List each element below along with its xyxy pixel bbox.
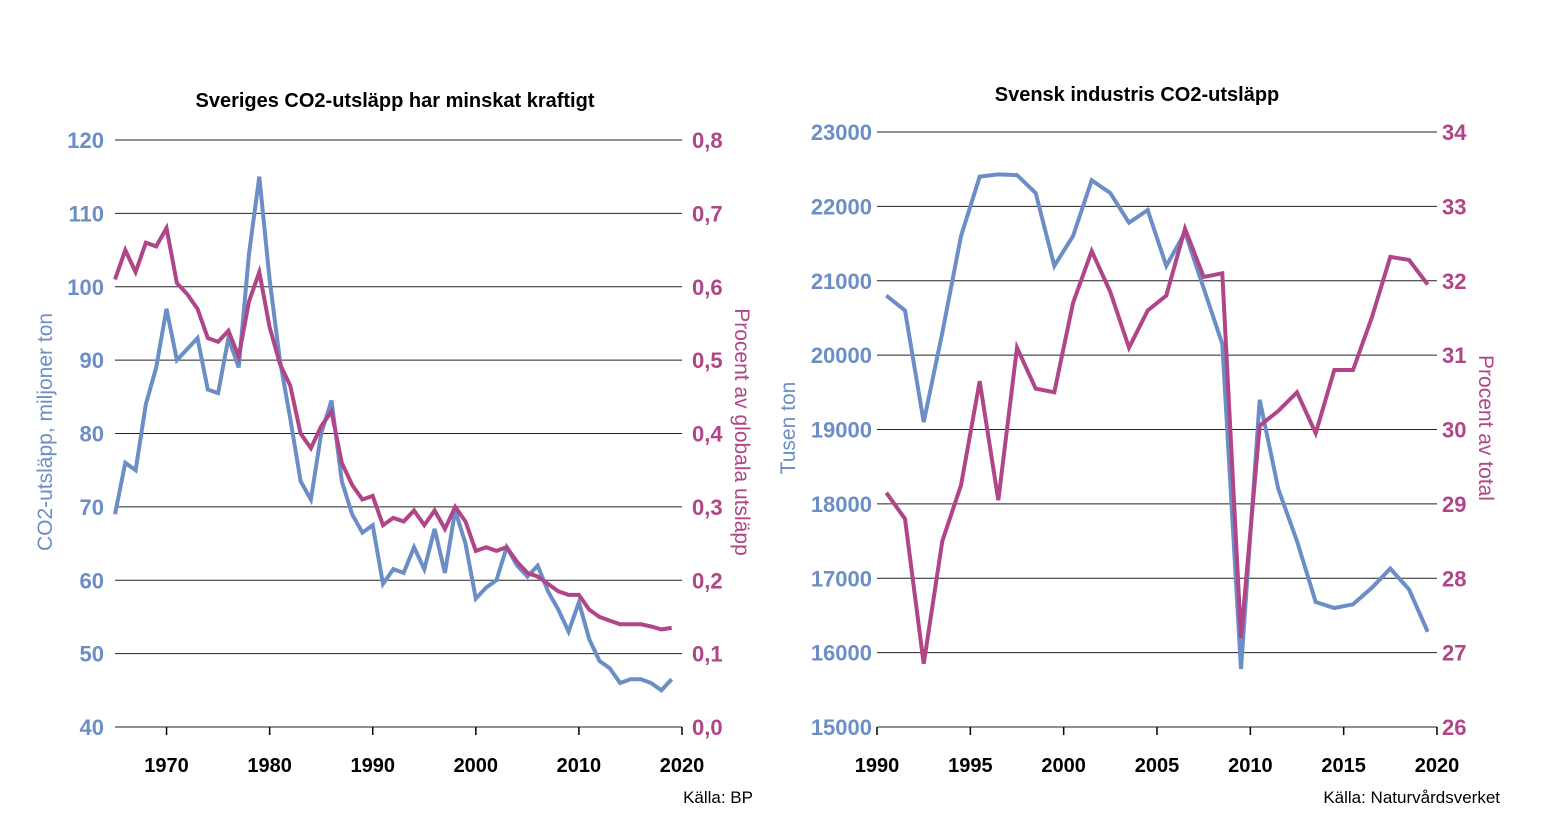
y-tick-label-right: 28 <box>1442 566 1466 591</box>
y-tick-label-left: 70 <box>80 495 104 520</box>
x-tick-label: 1990 <box>855 755 900 777</box>
y-tick-label-right: 34 <box>1442 120 1467 145</box>
series-line-left <box>885 172 1430 670</box>
y-tick-label-right: 0,1 <box>692 642 723 667</box>
x-tick-label: 2020 <box>660 755 705 777</box>
y-tick-label-left: 19000 <box>811 418 872 443</box>
y-tick-label-right: 0,0 <box>692 715 723 740</box>
y-tick-label-right: 26 <box>1442 715 1466 740</box>
y-tick-label-left: 80 <box>80 422 104 447</box>
y-tick-label-right: 0,6 <box>692 275 723 300</box>
x-tick-label: 2020 <box>1415 755 1460 777</box>
chart-title: Sveriges CO2-utsläpp har minskat kraftig… <box>195 90 594 112</box>
y-axis-label-left: CO2-utsläpp, miljoner ton <box>34 313 57 551</box>
y-tick-label-right: 0,2 <box>692 568 723 593</box>
chart-panel-left: Sveriges CO2-utsläpp har minskat kraftig… <box>34 90 753 807</box>
y-tick-label-right: 33 <box>1442 194 1466 219</box>
series-line-right <box>113 222 672 632</box>
x-tick-label: 2010 <box>1228 755 1273 777</box>
y-tick-label-left: 22000 <box>811 194 872 219</box>
x-tick-label: 2000 <box>1041 755 1086 777</box>
y-tick-label-right: 0,3 <box>692 495 723 520</box>
y-tick-label-right: 30 <box>1442 418 1466 443</box>
source-note: Källa: Naturvårdsverket <box>1323 788 1500 807</box>
x-tick-label: 2010 <box>557 755 602 777</box>
y-tick-label-right: 31 <box>1442 343 1466 368</box>
x-tick-label: 1970 <box>144 755 189 777</box>
y-tick-label-left: 15000 <box>811 715 872 740</box>
y-tick-label-left: 90 <box>80 348 104 373</box>
series-line-left <box>113 176 674 693</box>
y-tick-label-right: 0,4 <box>692 422 723 447</box>
y-tick-label-left: 120 <box>67 128 104 153</box>
x-tick-label: 2015 <box>1321 755 1366 777</box>
x-tick-label: 1980 <box>247 755 292 777</box>
y-tick-label-right: 29 <box>1442 492 1466 517</box>
x-tick-label: 2000 <box>454 755 499 777</box>
y-tick-label-left: 16000 <box>811 641 872 666</box>
chart-panel-right: Svensk industris CO2-utsläpp 15000 16000 17… <box>777 84 1500 807</box>
y-tick-label-left: 23000 <box>811 120 872 145</box>
source-note: Källa: BP <box>683 788 753 807</box>
y-tick-label-left: 40 <box>80 715 104 740</box>
y-tick-label-right: 0,7 <box>692 201 723 226</box>
y-tick-label-right: 0,5 <box>692 348 723 373</box>
y-tick-label-left: 21000 <box>811 269 872 294</box>
y-tick-label-left: 18000 <box>811 492 872 517</box>
y-tick-label-left: 110 <box>69 201 105 226</box>
y-tick-label-left: 50 <box>80 642 104 667</box>
y-tick-label-right: 0,8 <box>692 128 723 153</box>
chart-title: Svensk industris CO2-utsläpp <box>995 84 1280 106</box>
x-tick-label: 1990 <box>350 755 395 777</box>
series-line-right <box>884 222 1430 665</box>
y-tick-label-left: 60 <box>80 568 104 593</box>
y-tick-label-right: 27 <box>1442 641 1466 666</box>
x-tick-label: 1995 <box>948 755 993 777</box>
y-axis-label-right: Procent av globala utsläpp <box>730 308 753 556</box>
y-tick-label-left: 20000 <box>811 343 872 368</box>
y-tick-label-left: 100 <box>67 275 104 300</box>
y-axis-label-left: Tusen ton <box>777 382 800 475</box>
y-tick-label-left: 17000 <box>811 566 872 591</box>
y-tick-label-right: 32 <box>1442 269 1466 294</box>
y-axis-label-right: Procent av total <box>1474 355 1497 501</box>
x-tick-label: 2005 <box>1135 755 1180 777</box>
